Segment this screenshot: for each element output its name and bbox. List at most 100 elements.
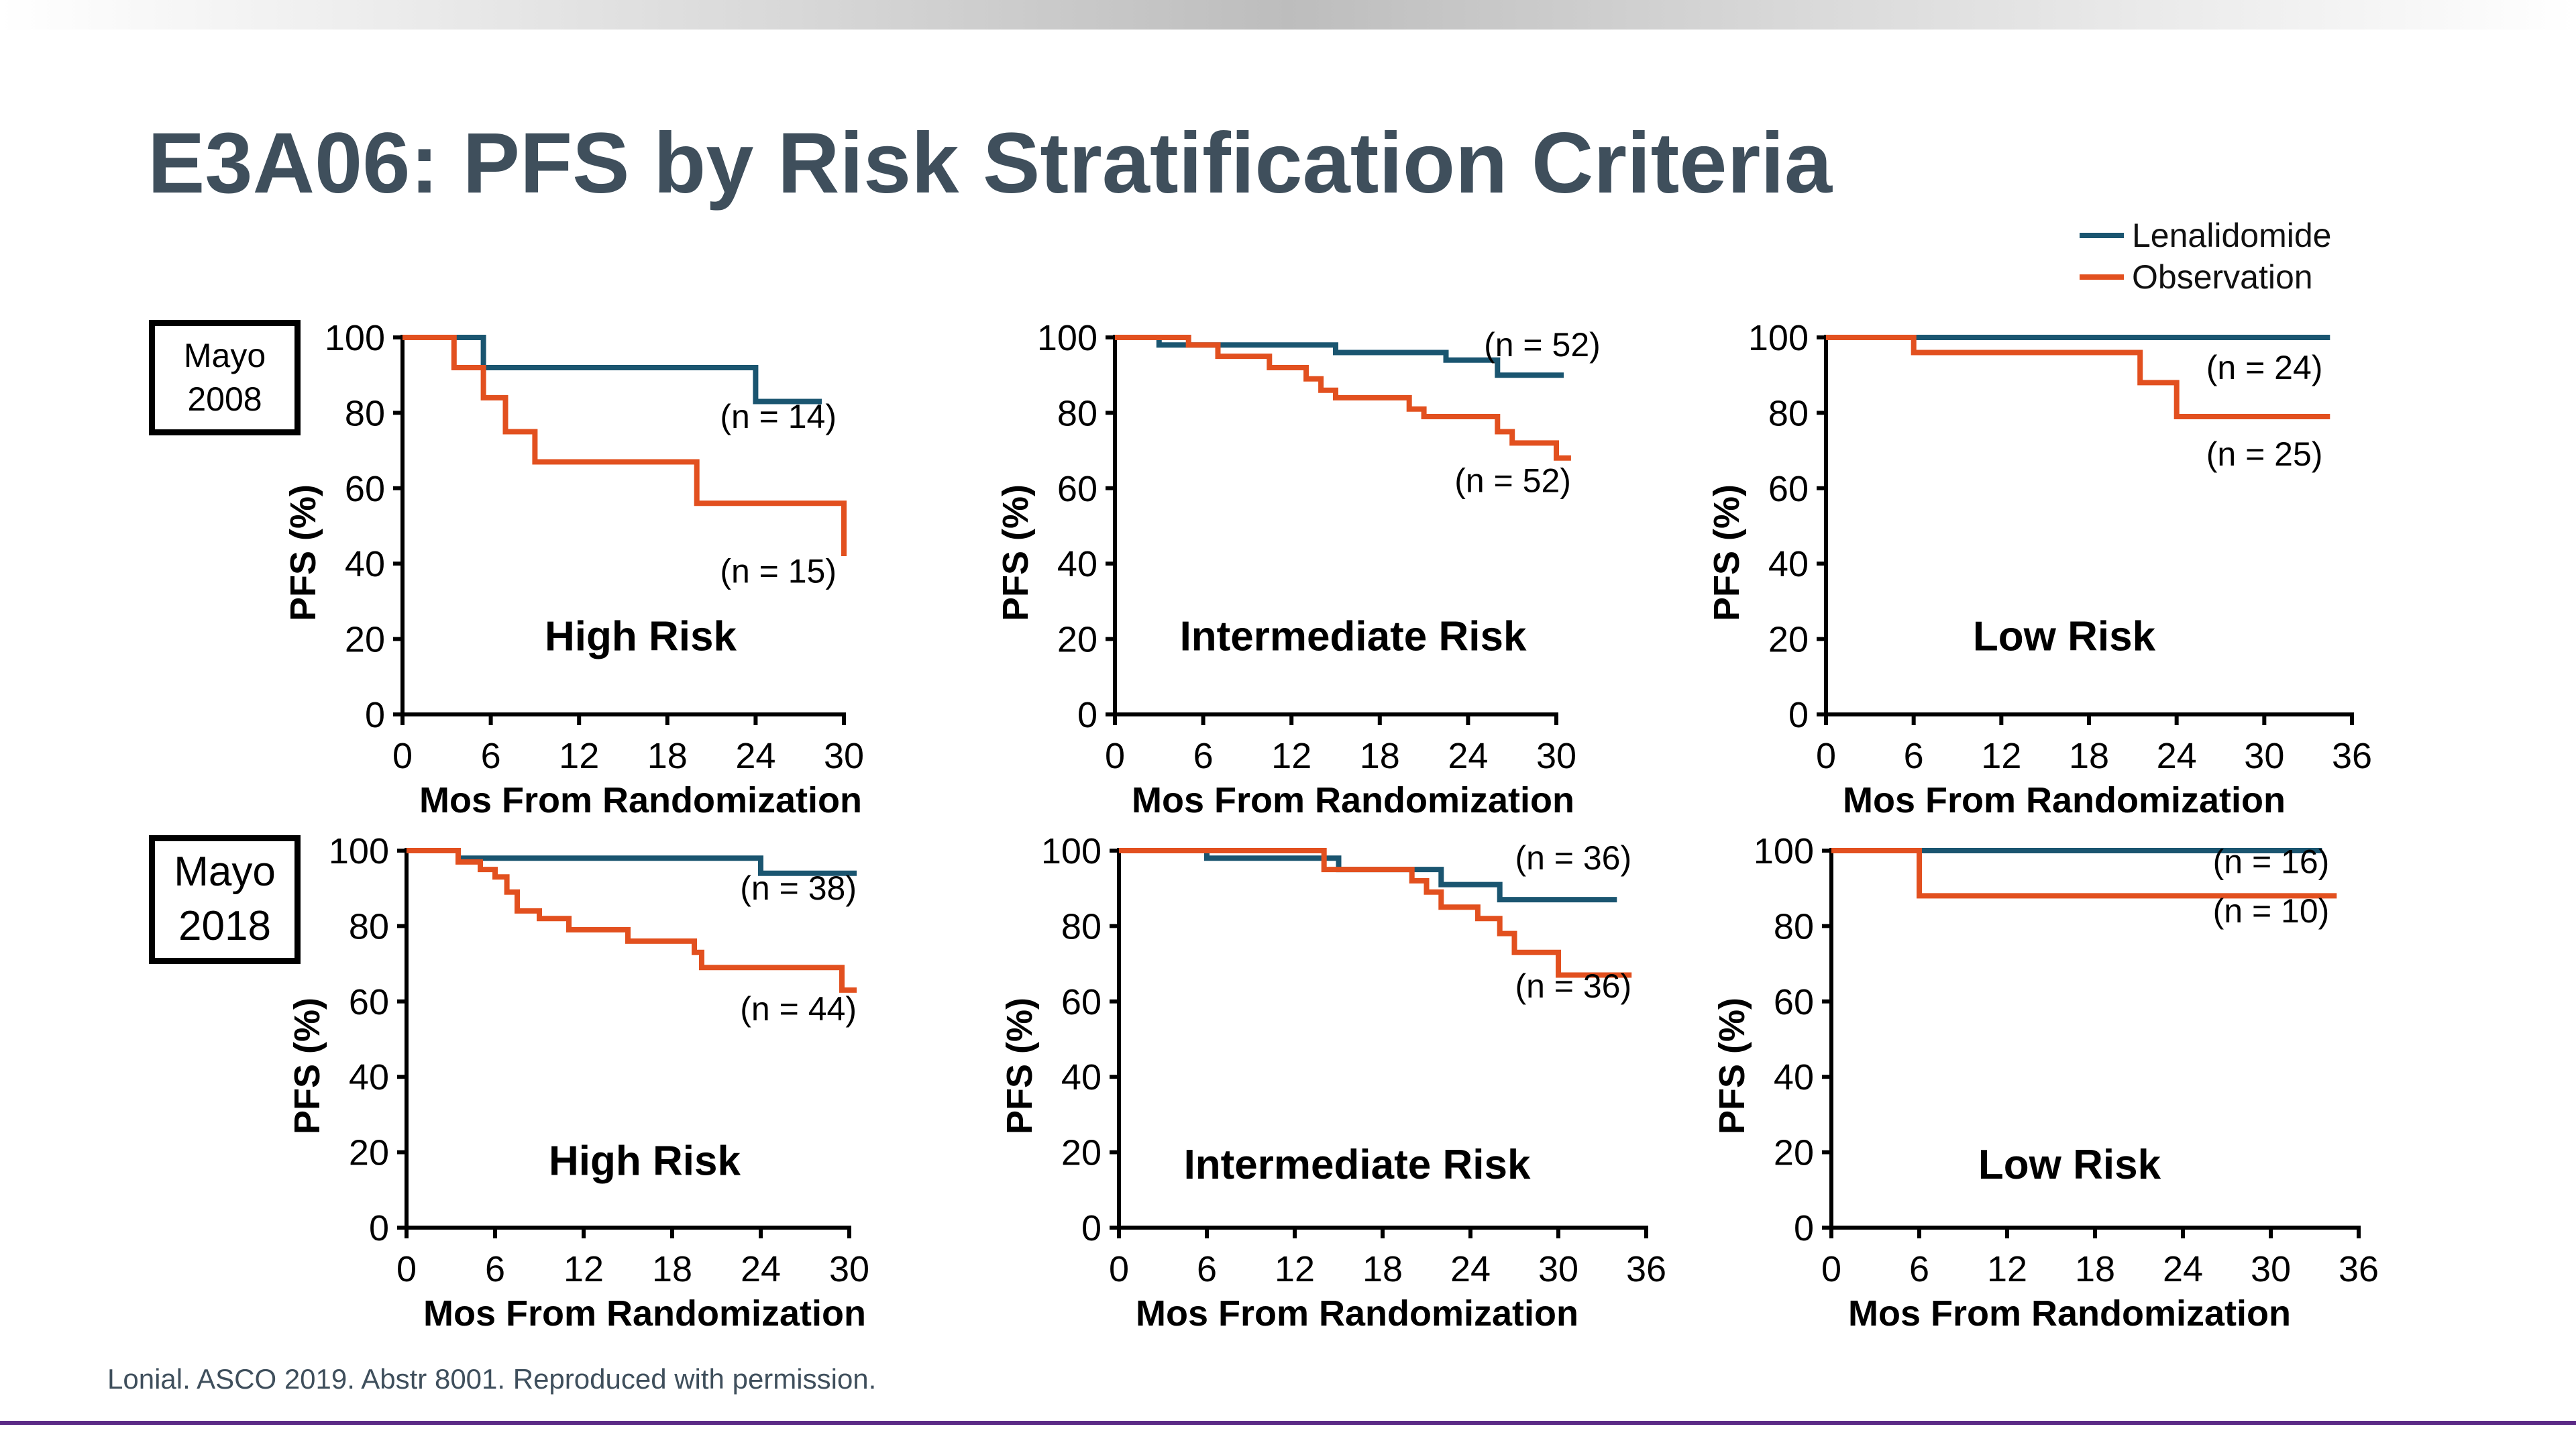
n-label-observation: (n = 10): [2213, 892, 2330, 930]
x-tick-label: 0: [1109, 1249, 1129, 1289]
x-tick-label: 30: [1536, 736, 1576, 776]
y-tick-label: 100: [325, 318, 385, 358]
n-label-observation: (n = 36): [1515, 967, 1631, 1005]
row-label-line1: Mayo: [174, 849, 276, 896]
km-curve-observation: [1826, 335, 2330, 419]
y-tick-label: 20: [1768, 620, 1809, 660]
y-tick-label: 0: [1077, 695, 1097, 735]
row-label-line2: 2008: [187, 380, 262, 418]
y-tick-label: 60: [1774, 982, 1814, 1022]
x-tick-label: 24: [1448, 736, 1488, 776]
y-tick-label: 40: [1774, 1057, 1814, 1097]
y-axis-label: PFS (%): [287, 998, 327, 1134]
y-tick-label: 20: [345, 620, 385, 660]
y-tick-label: 40: [1768, 544, 1809, 584]
x-tick-label: 6: [485, 1249, 505, 1289]
n-label-observation: (n = 15): [720, 552, 837, 590]
x-tick-label: 12: [1987, 1249, 2027, 1289]
legend-swatch-observation: [2080, 274, 2124, 280]
n-label-observation: (n = 25): [2206, 435, 2323, 473]
y-tick-label: 0: [1794, 1208, 1814, 1248]
y-tick-label: 80: [349, 906, 389, 947]
y-tick-label: 20: [1061, 1133, 1102, 1173]
x-tick-label: 30: [824, 736, 864, 776]
y-tick-label: 80: [1061, 906, 1102, 947]
x-axis-label: Mos From Randomization: [419, 780, 862, 820]
x-tick-label: 18: [1362, 1249, 1403, 1289]
x-tick-label: 6: [1909, 1249, 1929, 1289]
y-tick-label: 60: [345, 469, 385, 509]
panel-title: Low Risk: [1973, 613, 2156, 659]
panel-title: Intermediate Risk: [1180, 613, 1527, 659]
x-axis-label: Mos From Randomization: [1848, 1293, 2291, 1334]
y-tick-label: 20: [1057, 620, 1097, 660]
bottom-accent-line: [0, 1421, 2576, 1425]
y-tick-label: 0: [1788, 695, 1809, 735]
x-axis-label: Mos From Randomization: [1132, 780, 1574, 820]
x-tick-label: 12: [1275, 1249, 1315, 1289]
x-tick-label: 18: [647, 736, 688, 776]
km-curve-observation: [407, 848, 857, 993]
y-tick-label: 40: [1061, 1057, 1102, 1097]
x-tick-label: 12: [564, 1249, 604, 1289]
legend-swatch-lenalidomide: [2080, 233, 2124, 238]
legend-item-observation: Observation: [2080, 256, 2331, 298]
y-tick-label: 80: [1768, 393, 1809, 433]
y-axis-label: PFS (%): [1707, 484, 1747, 621]
y-tick-label: 60: [349, 982, 389, 1022]
row-label-mayo-2018: Mayo 2018: [149, 835, 301, 964]
y-tick-label: 40: [349, 1057, 389, 1097]
y-tick-label: 80: [1057, 393, 1097, 433]
top-gradient-bar: [0, 0, 2576, 30]
x-tick-label: 24: [2157, 736, 2197, 776]
n-label-lenalidomide: (n = 14): [720, 398, 837, 435]
x-tick-label: 24: [735, 736, 775, 776]
y-tick-label: 100: [1748, 318, 1809, 358]
y-tick-label: 100: [1041, 831, 1102, 871]
y-tick-label: 80: [1774, 906, 1814, 947]
n-label-observation: (n = 44): [740, 990, 857, 1028]
x-tick-label: 18: [1360, 736, 1400, 776]
y-axis-label: PFS (%): [1000, 998, 1040, 1134]
x-tick-label: 36: [1626, 1249, 1666, 1289]
y-tick-label: 40: [345, 544, 385, 584]
km-panel-5: 0 20 40 60 80 100 0 6 12 18 24 30 36 Mos From Randomi…: [1000, 831, 1666, 1334]
row-label-mayo-2008: Mayo 2008: [149, 320, 301, 435]
x-axis-label: Mos From Randomization: [423, 1293, 866, 1334]
legend-item-lenalidomide: Lenalidomide: [2080, 215, 2331, 256]
panel-title: Intermediate Risk: [1184, 1142, 1531, 1188]
y-tick-label: 80: [345, 393, 385, 433]
x-tick-label: 12: [559, 736, 599, 776]
x-tick-label: 6: [1197, 1249, 1217, 1289]
citation-footer: Lonial. ASCO 2019. Abstr 8001. Reproduce…: [107, 1363, 877, 1395]
n-label-lenalidomide: (n = 52): [1484, 326, 1601, 364]
x-axis-label: Mos From Randomization: [1843, 780, 2286, 820]
row-label-line2: 2018: [178, 903, 271, 949]
x-tick-label: 6: [1904, 736, 1924, 776]
km-curve-observation: [402, 335, 847, 556]
n-label-lenalidomide: (n = 16): [2213, 843, 2330, 881]
x-tick-label: 6: [1193, 736, 1214, 776]
y-tick-label: 20: [349, 1133, 389, 1173]
y-tick-label: 0: [365, 695, 385, 735]
km-curve-observation: [1119, 848, 1632, 978]
x-tick-label: 18: [652, 1249, 692, 1289]
x-tick-label: 30: [829, 1249, 869, 1289]
panel-title: High Risk: [545, 613, 737, 659]
km-curve-lenalidomide: [1115, 335, 1564, 378]
x-axis-label: Mos From Randomization: [1136, 1293, 1578, 1334]
x-tick-label: 0: [1816, 736, 1836, 776]
y-tick-label: 0: [1081, 1208, 1102, 1248]
km-panel-3: 0 20 40 60 80 100 0 6 12 18 24 30 36 Mos From Randomi…: [1707, 318, 2372, 820]
km-curve-observation: [1115, 335, 1571, 461]
x-tick-label: 30: [1538, 1249, 1578, 1289]
slide-title: E3A06: PFS by Risk Stratification Criter…: [148, 115, 1832, 211]
n-label-lenalidomide: (n = 38): [740, 869, 857, 907]
x-tick-label: 0: [396, 1249, 417, 1289]
y-axis-label: PFS (%): [1712, 998, 1752, 1134]
x-tick-label: 30: [2244, 736, 2284, 776]
y-tick-label: 100: [1037, 318, 1097, 358]
